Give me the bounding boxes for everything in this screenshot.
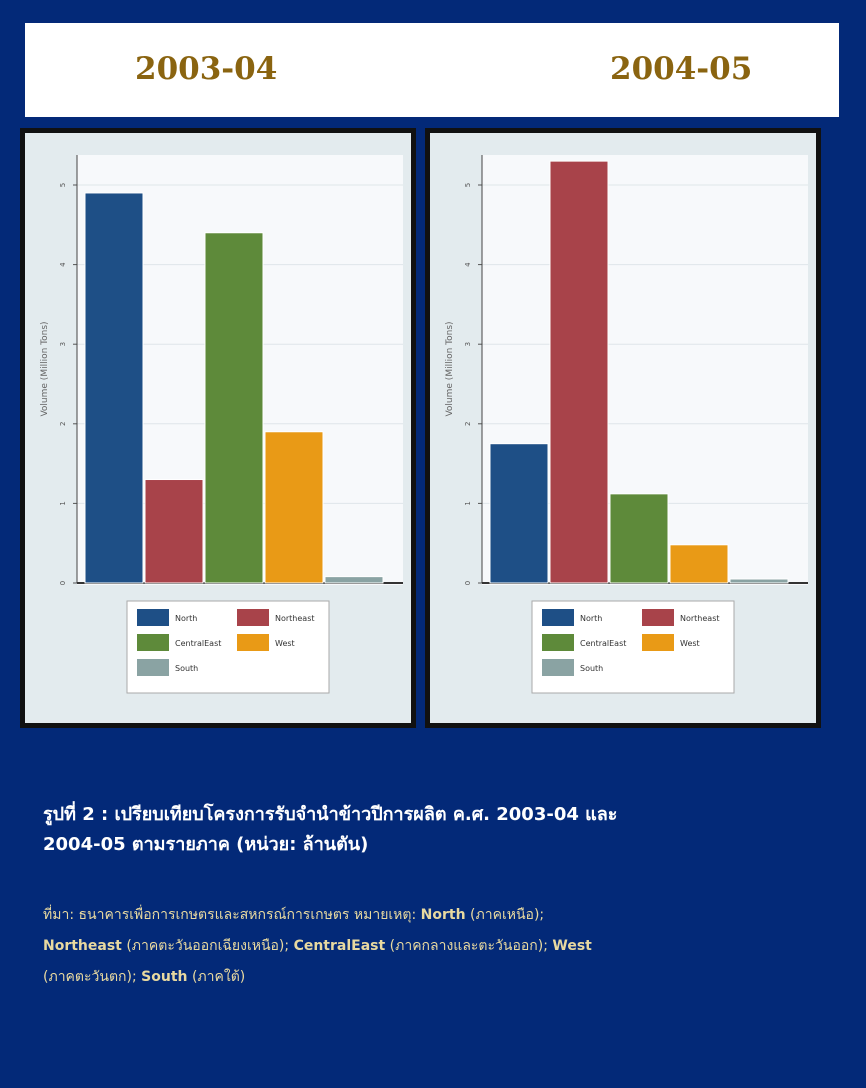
y-axis-title: Volume (Million Tons) [445, 321, 455, 416]
source-text-3: (ภาคตะวันออกเฉียงเหนือ); [121, 938, 294, 954]
legend-label-northeast: Northeast [680, 614, 720, 623]
bar-west [669, 544, 729, 584]
legend-label-south: South [175, 664, 198, 673]
legend-swatch-north [542, 609, 574, 626]
source-text-4: (ภาคกลางและตะวันออก); [385, 938, 553, 954]
legend-swatch-west [237, 634, 269, 651]
caption-line-1: รูปที่ 2 : เปรียบเทียบโครงการรับจำนำข้าว… [43, 804, 618, 825]
legend-swatch-centraleast [137, 634, 169, 651]
source-northeast: Northeast [43, 938, 122, 954]
legend-label-north: North [175, 614, 197, 623]
legend-swatch-north [137, 609, 169, 626]
y-tick-label: 2 [59, 422, 67, 426]
y-tick-label: 3 [464, 342, 472, 346]
source-note: ที่มา: ธนาคารเพื่อการเกษตรและสหกรณ์การเก… [43, 900, 823, 993]
source-north: North [420, 907, 466, 923]
bar-northeast [549, 160, 609, 584]
source-text-6: (ภาคใต้) [187, 969, 246, 985]
year-label-right: 2004-05 [610, 51, 753, 87]
bar-centraleast [204, 232, 264, 584]
y-tick-label: 5 [464, 183, 472, 187]
year-label-left: 2003-04 [135, 51, 278, 87]
y-axis-title: Volume (Million Tons) [40, 321, 50, 416]
bar-south [729, 578, 789, 584]
legend-swatch-centraleast [542, 634, 574, 651]
caption-line-2: 2004-05 ตามรายภาค (หน่วย: ล้านตัน) [43, 834, 369, 855]
legend-label-centraleast: CentralEast [580, 639, 626, 648]
y-tick-label: 4 [59, 262, 67, 267]
legend-label-west: West [275, 639, 295, 648]
legend-swatch-northeast [237, 609, 269, 626]
figure-caption: รูปที่ 2 : เปรียบเทียบโครงการรับจำนำข้าว… [43, 800, 803, 860]
y-tick-label: 1 [464, 501, 472, 505]
chart-panel-2004-05: 0 1 2 3 4 5 Volume (Million Tons) North Northeas… [425, 128, 821, 728]
bar-northeast [144, 479, 204, 584]
y-tick-label: 0 [464, 581, 472, 585]
legend-label-west: West [680, 639, 700, 648]
legend-label-south: South [580, 664, 603, 673]
bar-south [324, 576, 384, 584]
legend-label-centraleast: CentralEast [175, 639, 221, 648]
legend-swatch-west [642, 634, 674, 651]
source-text-2: (ภาคเหนือ); [465, 907, 545, 923]
y-tick-label: 0 [59, 581, 67, 585]
legend-swatch-northeast [642, 609, 674, 626]
bar-chart-2003-04: 0 1 2 3 4 5 Volume (Million Tons) North Northeas… [25, 133, 411, 723]
bar-north [489, 443, 549, 584]
legend-swatch-south [137, 659, 169, 676]
source-west: West [552, 938, 592, 954]
bar-north [84, 192, 144, 584]
legend-swatch-south [542, 659, 574, 676]
header-banner: 2003-04 2004-05 [25, 23, 839, 117]
source-text-5: (ภาคตะวันตก); [43, 969, 142, 985]
source-centraleast: CentralEast [293, 938, 386, 954]
y-tick-label: 4 [464, 262, 472, 267]
legend-label-north: North [580, 614, 602, 623]
bar-centraleast [609, 493, 669, 584]
source-text-1: ที่มา: ธนาคารเพื่อการเกษตรและสหกรณ์การเก… [43, 907, 421, 923]
y-tick-label: 5 [59, 183, 67, 187]
bar-chart-2004-05: 0 1 2 3 4 5 Volume (Million Tons) North Northeas… [430, 133, 816, 723]
y-tick-label: 2 [464, 422, 472, 426]
y-tick-label: 1 [59, 501, 67, 505]
legend-label-northeast: Northeast [275, 614, 315, 623]
source-south: South [141, 969, 188, 985]
chart-panel-2003-04: 0 1 2 3 4 5 Volume (Million Tons) North Northeas… [20, 128, 416, 728]
bar-west [264, 431, 324, 584]
y-tick-label: 3 [59, 342, 67, 346]
